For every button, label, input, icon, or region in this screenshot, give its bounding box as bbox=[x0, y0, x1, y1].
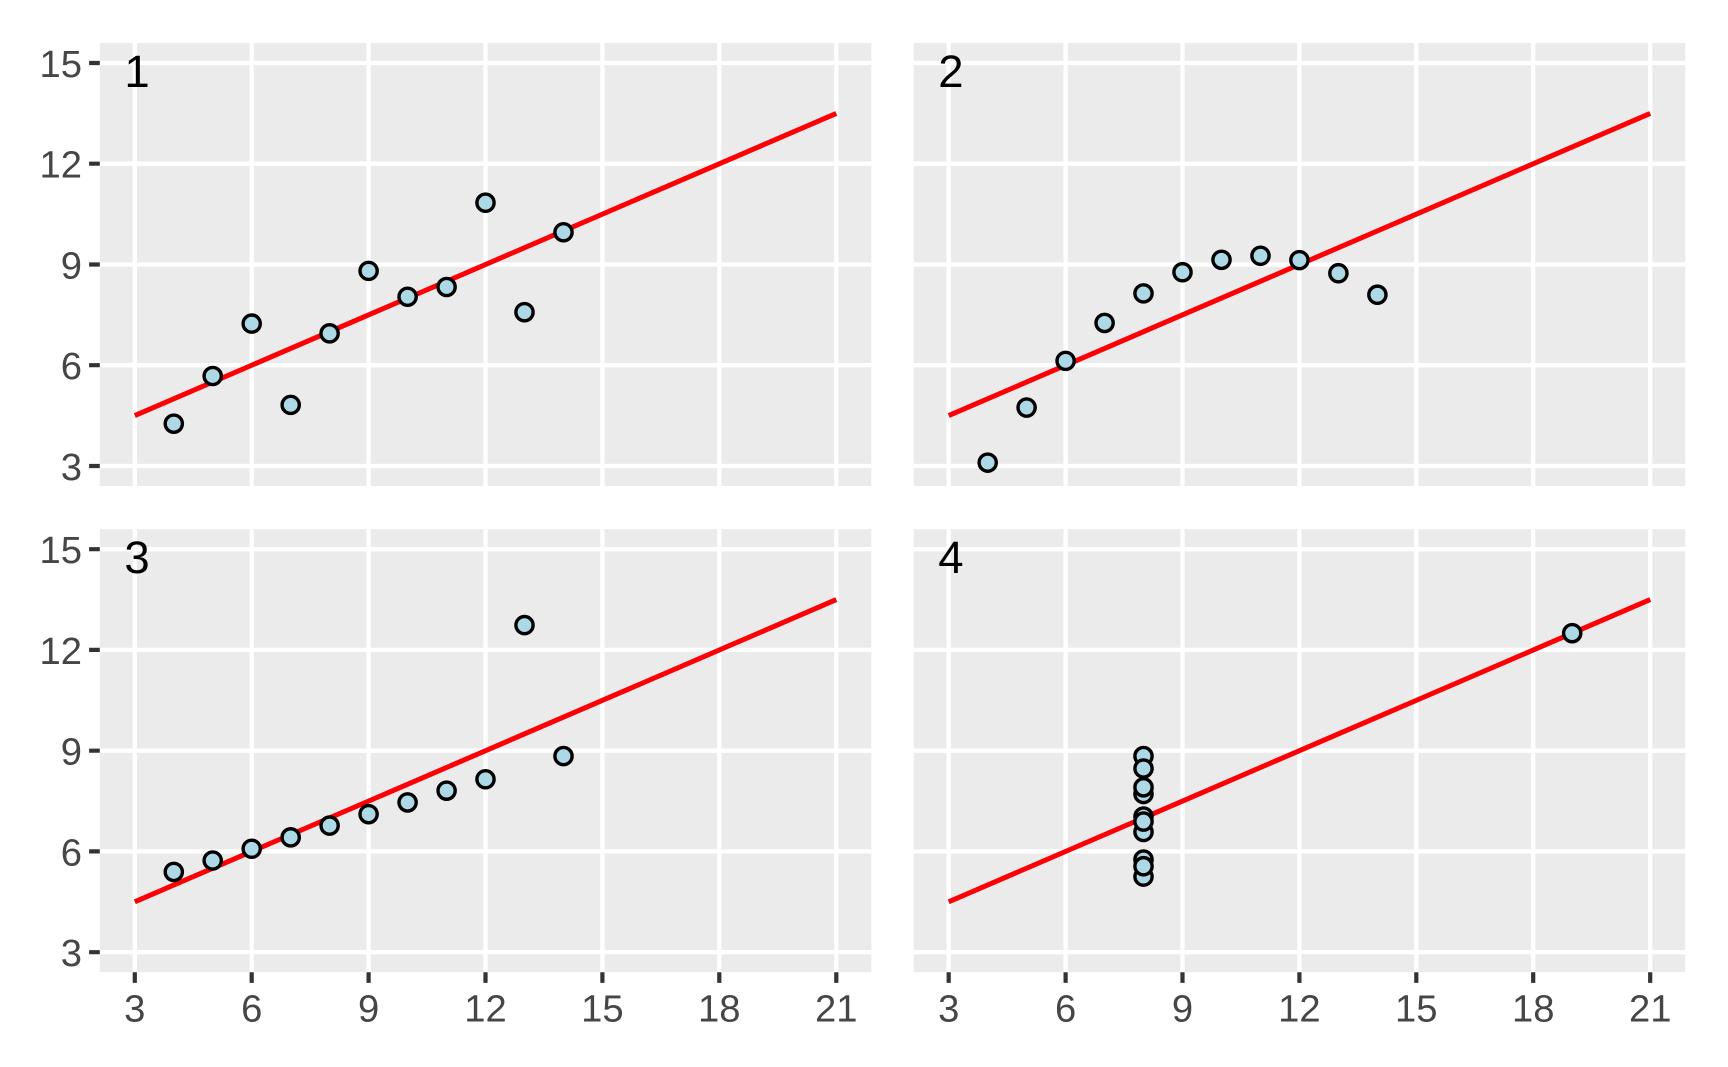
svg-text:4: 4 bbox=[938, 532, 963, 583]
svg-text:21: 21 bbox=[1629, 988, 1671, 1031]
svg-text:12: 12 bbox=[1278, 988, 1320, 1031]
svg-text:6: 6 bbox=[241, 988, 262, 1031]
svg-text:6: 6 bbox=[61, 831, 82, 874]
svg-text:9: 9 bbox=[1172, 988, 1193, 1031]
svg-text:9: 9 bbox=[61, 244, 82, 287]
svg-text:12: 12 bbox=[40, 144, 82, 187]
svg-text:1: 1 bbox=[124, 46, 149, 97]
svg-text:9: 9 bbox=[358, 988, 379, 1031]
svg-text:21: 21 bbox=[815, 988, 857, 1031]
svg-text:15: 15 bbox=[40, 43, 82, 86]
svg-text:15: 15 bbox=[581, 988, 623, 1031]
svg-text:15: 15 bbox=[40, 529, 82, 572]
svg-text:6: 6 bbox=[61, 345, 82, 388]
svg-text:3: 3 bbox=[124, 988, 145, 1031]
svg-text:6: 6 bbox=[1055, 988, 1076, 1031]
svg-text:18: 18 bbox=[1512, 988, 1554, 1031]
svg-text:15: 15 bbox=[1395, 988, 1437, 1031]
svg-text:3: 3 bbox=[61, 446, 82, 489]
svg-text:9: 9 bbox=[61, 731, 82, 774]
svg-text:3: 3 bbox=[124, 532, 149, 583]
svg-text:12: 12 bbox=[40, 630, 82, 673]
svg-text:12: 12 bbox=[464, 988, 506, 1031]
svg-text:2: 2 bbox=[938, 46, 963, 97]
svg-text:3: 3 bbox=[61, 932, 82, 975]
svg-text:18: 18 bbox=[698, 988, 740, 1031]
svg-text:3: 3 bbox=[938, 988, 959, 1031]
